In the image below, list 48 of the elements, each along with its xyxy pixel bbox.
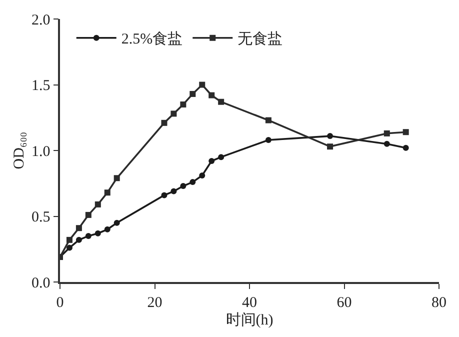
point: [199, 172, 206, 178]
point: [161, 120, 168, 126]
point: [218, 98, 224, 105]
y-tick-label: 1.0: [32, 144, 50, 160]
y-tick-label: 0.0: [32, 275, 50, 292]
point: [190, 90, 196, 97]
point: [265, 136, 272, 143]
point: [218, 154, 224, 160]
point: [114, 220, 120, 226]
point: [161, 192, 168, 198]
point: [170, 110, 177, 117]
point: [180, 183, 186, 190]
point: [384, 140, 390, 147]
y-axis-title: OD₆₀₀: [11, 132, 28, 170]
point: [265, 117, 272, 124]
x-axis-title: 时间(h): [226, 311, 274, 328]
point: [66, 244, 72, 251]
point: [384, 130, 390, 136]
x-tick-label: 20: [147, 294, 162, 311]
point: [208, 92, 215, 98]
point: [104, 190, 110, 196]
y-tick-label: 1.5: [32, 78, 50, 94]
y-tick-label: 2.0: [32, 12, 50, 28]
point: [180, 101, 186, 108]
point: [76, 236, 82, 243]
point: [327, 144, 334, 150]
point: [190, 179, 196, 186]
x-tick-label: 80: [432, 294, 446, 311]
point: [85, 212, 92, 218]
point: [85, 232, 92, 239]
point: [76, 225, 82, 232]
x-tick-label: 40: [242, 294, 257, 311]
point: [94, 230, 101, 236]
point: [199, 82, 206, 88]
point: [402, 129, 409, 136]
point: [114, 175, 120, 182]
point: [170, 188, 177, 194]
legend-label: 无食盐: [238, 30, 283, 48]
y-tick-label: 0.5: [32, 210, 50, 226]
point: [66, 236, 72, 243]
point: [327, 133, 334, 140]
point: [402, 144, 409, 151]
point: [208, 158, 215, 164]
x-tick-label: 0: [56, 294, 64, 311]
point: [104, 226, 110, 232]
x-tick-label: 60: [336, 294, 352, 311]
point: [94, 201, 101, 208]
legend-label: 2.5%食盐: [121, 30, 183, 48]
